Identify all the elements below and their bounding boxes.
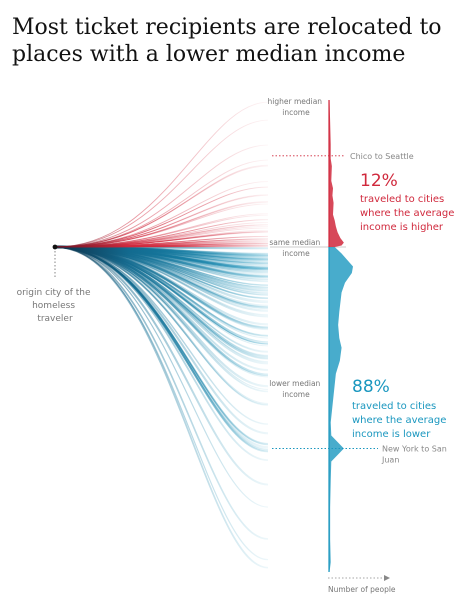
x-axis-label: Number of people — [328, 585, 396, 594]
title-line: places with a lower median income — [12, 42, 406, 67]
distribution-area-lower — [329, 247, 353, 572]
description-line: income is lower — [352, 429, 431, 440]
y-label-line: lower median — [269, 379, 320, 388]
flow-line — [54, 246, 269, 561]
description-line: traveled to cities — [360, 194, 444, 205]
title-line: Most ticket recipients are relocated to — [12, 15, 442, 40]
description-lower: traveled to cities where the average inc… — [352, 401, 450, 440]
distribution-area-higher — [329, 100, 344, 247]
flow-line — [54, 181, 269, 248]
description-line: where the average — [352, 415, 446, 426]
flow-line — [54, 101, 269, 248]
origin-label-line: homeless — [32, 301, 75, 311]
annotation-line: New York to San — [382, 445, 447, 454]
y-label-higher: higher median income — [268, 97, 325, 117]
y-label-line: income — [282, 390, 310, 399]
percent-higher: 12% — [360, 171, 398, 191]
flow-line — [54, 144, 269, 248]
origin-dot — [52, 244, 58, 250]
y-label-line: income — [282, 249, 310, 258]
flow-line — [54, 246, 269, 425]
origin-label-line: origin city of the — [17, 288, 91, 298]
description-line: where the average — [360, 208, 454, 219]
y-label-line: higher median — [268, 97, 323, 106]
annotation-newyork-sanjuan: New York to San Juan — [381, 445, 449, 465]
flow-line — [54, 159, 269, 248]
y-label-line: income — [282, 108, 310, 117]
flow-line — [54, 119, 269, 248]
flow-line — [54, 246, 269, 508]
flow-lines — [54, 101, 269, 569]
description-higher: traveled to cities where the average inc… — [360, 194, 458, 233]
percent-lower: 88% — [352, 377, 390, 397]
origin-label: origin city of the homeless traveler — [17, 288, 94, 324]
y-label-lower: lower median income — [269, 379, 322, 399]
description-line: income is higher — [360, 222, 444, 233]
origin-label-line: traveler — [37, 314, 73, 324]
flow-line — [54, 246, 269, 486]
annotation-line: Juan — [381, 456, 399, 465]
description-line: traveled to cities — [352, 401, 436, 412]
annotation-line: Chico to Seattle — [350, 152, 414, 161]
annotation-chico-seattle: Chico to Seattle — [350, 152, 414, 161]
flow-line — [54, 246, 269, 540]
y-label-same: same median income — [269, 238, 322, 258]
x-axis-arrowhead — [384, 575, 390, 581]
y-label-line: same median — [269, 238, 320, 247]
chart-title: Most ticket recipients are relocated to … — [12, 14, 462, 68]
